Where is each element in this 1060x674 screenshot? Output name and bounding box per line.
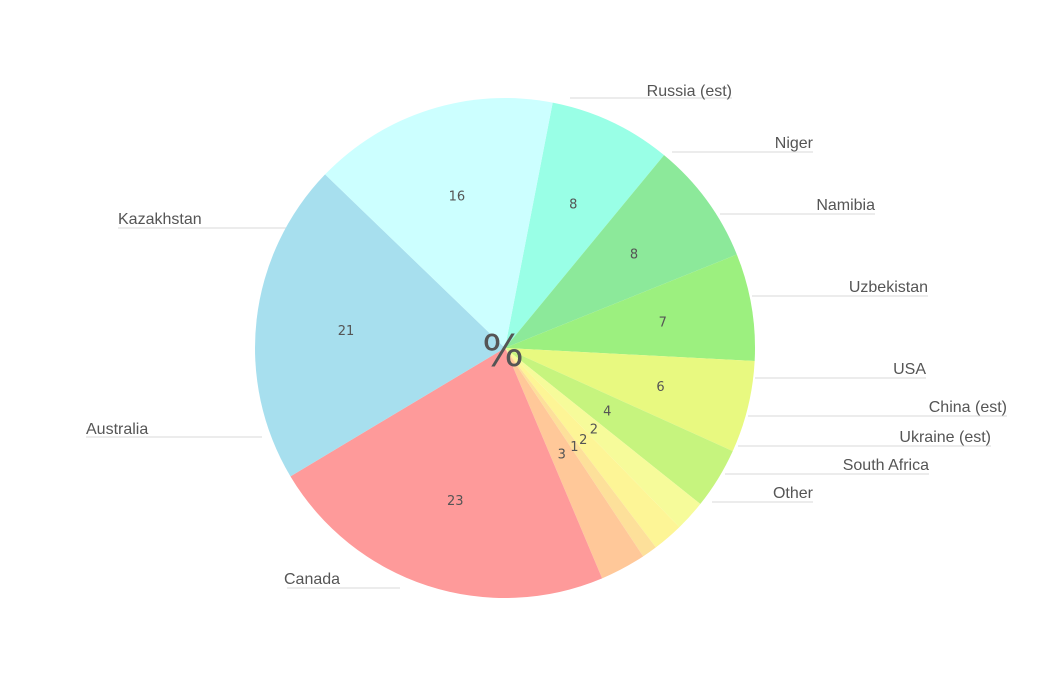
- slice-value-label: 23: [447, 494, 464, 509]
- slice-value-label: 3: [558, 448, 566, 463]
- pie-slice: [505, 348, 680, 548]
- category-label: USA: [893, 361, 926, 378]
- pie-slice: [325, 97, 553, 348]
- category-label: Australia: [86, 421, 148, 438]
- slice-value-label: 8: [569, 197, 577, 212]
- slice-value-label: 21: [338, 324, 355, 339]
- slice-value-label: 16: [449, 189, 466, 204]
- slice-value-label: 8: [630, 247, 638, 262]
- category-label: China (est): [929, 399, 1007, 416]
- slice-value-label: 1: [570, 440, 578, 455]
- category-label: South Africa: [843, 457, 929, 474]
- slice-value-label: 4: [603, 405, 611, 420]
- slice-value-label: 2: [579, 433, 587, 448]
- pie-slice: [505, 102, 665, 348]
- category-label: Ukraine (est): [899, 429, 991, 446]
- slice-value-label: 7: [659, 316, 667, 331]
- slice-value-label: 6: [656, 380, 664, 395]
- pie-slice: [505, 348, 733, 505]
- pie-slice: [255, 174, 505, 477]
- pie-slice: [505, 254, 755, 361]
- pie-slice: [505, 155, 737, 348]
- category-label: Russia (est): [647, 83, 732, 100]
- center-label: %: [482, 326, 524, 377]
- pie-slice: [505, 348, 755, 452]
- category-label: Namibia: [816, 197, 875, 214]
- pie-slice: [290, 348, 603, 598]
- category-label: Canada: [284, 571, 340, 588]
- pie-slice: [505, 348, 656, 557]
- slice-value-label: 2: [590, 423, 598, 438]
- pie-slice: [505, 348, 701, 528]
- category-label: Other: [773, 485, 814, 502]
- pie-slice: [505, 348, 644, 579]
- category-label: Kazakhstan: [118, 211, 202, 228]
- category-label: Niger: [775, 135, 814, 152]
- category-label: Uzbekistan: [849, 279, 928, 296]
